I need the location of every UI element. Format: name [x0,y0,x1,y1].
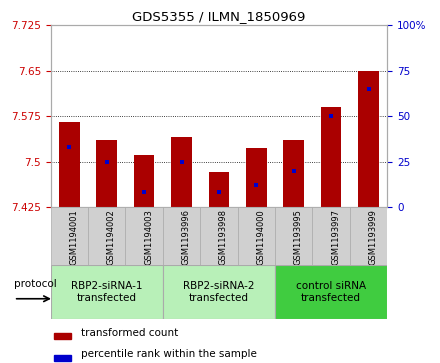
Title: GDS5355 / ILMN_1850969: GDS5355 / ILMN_1850969 [132,10,306,23]
Point [253,182,260,188]
FancyBboxPatch shape [238,207,275,265]
Bar [171,137,192,207]
Point [178,159,185,164]
Text: GSM1193998: GSM1193998 [219,209,228,265]
Bar [134,155,154,207]
FancyBboxPatch shape [51,207,88,265]
Point [290,168,297,174]
Bar [96,140,117,207]
FancyBboxPatch shape [200,207,238,265]
Point [365,86,372,92]
Text: percentile rank within the sample: percentile rank within the sample [81,349,257,359]
Bar [54,355,71,361]
Bar [283,140,304,207]
Text: protocol: protocol [14,279,56,289]
Point [141,189,148,195]
Text: GSM1193996: GSM1193996 [181,209,191,265]
FancyBboxPatch shape [125,207,163,265]
Point [327,113,335,119]
Bar [209,172,229,207]
Text: GSM1193999: GSM1193999 [368,209,378,265]
Point [66,144,73,150]
FancyBboxPatch shape [88,207,125,265]
Bar [54,333,71,339]
FancyBboxPatch shape [275,207,312,265]
FancyBboxPatch shape [163,207,200,265]
Bar [246,148,267,207]
FancyBboxPatch shape [350,207,387,265]
Text: GSM1194002: GSM1194002 [107,209,116,265]
FancyBboxPatch shape [163,265,275,319]
Bar [59,122,80,207]
FancyBboxPatch shape [51,265,163,319]
FancyBboxPatch shape [312,207,350,265]
Text: GSM1193995: GSM1193995 [294,209,303,265]
Text: GSM1194003: GSM1194003 [144,209,153,265]
FancyBboxPatch shape [275,265,387,319]
Text: transformed count: transformed count [81,327,178,338]
Text: RBP2-siRNA-2
transfected: RBP2-siRNA-2 transfected [183,281,255,303]
Bar [321,107,341,207]
Text: control siRNA
transfected: control siRNA transfected [296,281,366,303]
Text: GSM1194001: GSM1194001 [70,209,78,265]
Text: RBP2-siRNA-1
transfected: RBP2-siRNA-1 transfected [71,281,143,303]
Point [216,189,222,195]
Point [103,159,110,164]
Text: GSM1194000: GSM1194000 [256,209,265,265]
Bar [358,71,379,207]
Text: GSM1193997: GSM1193997 [331,209,340,265]
